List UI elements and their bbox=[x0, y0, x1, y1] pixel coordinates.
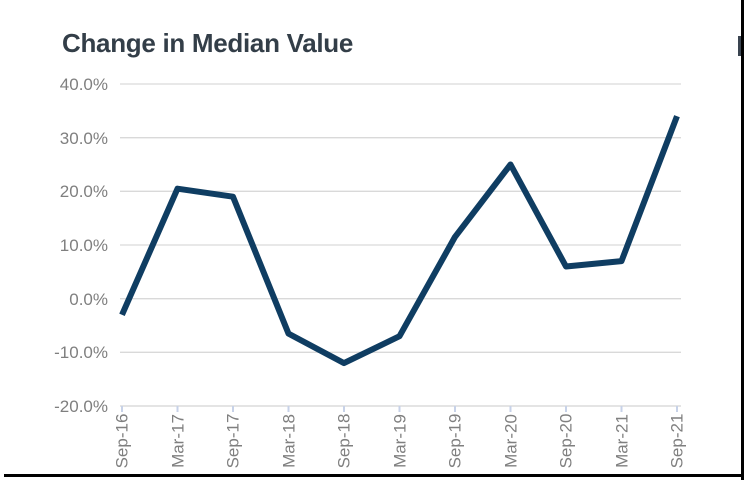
y-axis-tick-label: 0.0% bbox=[69, 289, 108, 309]
x-axis-tick-label: Mar-21 bbox=[612, 414, 631, 468]
x-axis-tick-label: Sep-21 bbox=[667, 413, 687, 469]
trend-line bbox=[119, 115, 680, 367]
y-axis-tick-label: 10.0% bbox=[59, 236, 108, 255]
x-axis-tick-label: Mar-19 bbox=[390, 414, 409, 468]
chart-title: Change in Median Value bbox=[62, 28, 354, 58]
x-axis-tick-label: Mar-17 bbox=[168, 414, 187, 468]
x-axis-tick-label: Sep-17 bbox=[223, 413, 243, 469]
clipped-adjacent-content bbox=[738, 36, 741, 56]
x-axis-tick-label: Mar-18 bbox=[279, 414, 298, 468]
y-axis-tick-label: -10.0% bbox=[54, 343, 108, 363]
window-border-right bbox=[741, 0, 744, 480]
x-axis-tick-label: Sep-19 bbox=[445, 413, 465, 469]
y-axis-tick-label: 20.0% bbox=[59, 182, 108, 202]
y-axis-tick-label: -20.0% bbox=[54, 397, 108, 416]
x-axis-tick-label: Sep-20 bbox=[556, 413, 576, 469]
x-axis-tick-marks bbox=[121, 406, 678, 412]
x-axis-tick-label: Sep-16 bbox=[112, 413, 132, 469]
y-axis-tick-label: 40.0% bbox=[59, 75, 108, 94]
x-axis-tick-label: Mar-20 bbox=[501, 414, 520, 468]
trend-line-group bbox=[119, 115, 680, 367]
x-axis-tick-label: Sep-18 bbox=[334, 413, 354, 469]
window-border-bottom bbox=[4, 474, 744, 477]
y-axis-tick-label: 30.0% bbox=[59, 128, 108, 148]
gridlines bbox=[120, 83, 681, 407]
